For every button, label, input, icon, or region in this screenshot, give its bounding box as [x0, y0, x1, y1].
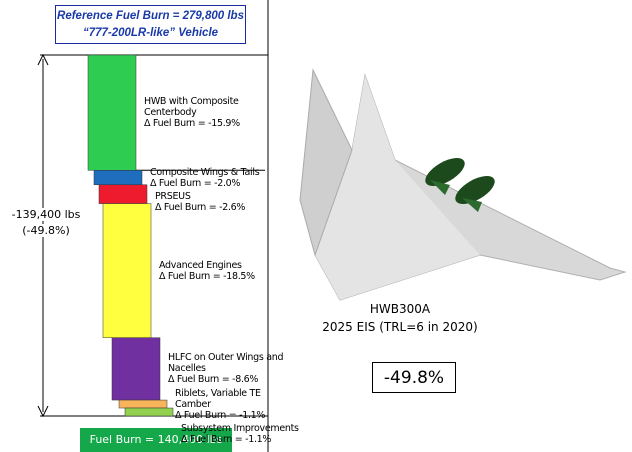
final-label: Fuel Burn = 140,400 lbs	[80, 428, 232, 452]
bar-label: HLFC on Outer Wings and Nacelles Δ Fuel B…	[168, 352, 288, 385]
value-label: Δ Fuel Burn = -15.9%	[144, 118, 240, 130]
category-label: HWB with Composite Centerbody	[144, 96, 239, 119]
category-label: HLFC on Outer Wings and Nacelles	[168, 352, 284, 375]
reference-box: Reference Fuel Burn = 279,800 lbs “777-20…	[55, 5, 246, 44]
value-label: Δ Fuel Burn = -1.1%	[175, 409, 266, 421]
bar-label: PRSEUS Δ Fuel Burn = -2.6%	[155, 191, 275, 213]
bar-label: Riblets, Variable TE Camber Δ Fuel Burn =…	[175, 388, 295, 421]
vehicle-name: HWB300A	[369, 302, 431, 316]
category-label: Advanced Engines	[159, 259, 242, 271]
bar	[87, 54, 137, 171]
value-label: Δ Fuel Burn = -2.0%	[150, 177, 241, 189]
value-label: Δ Fuel Burn = -8.6%	[168, 374, 259, 386]
value-label: Δ Fuel Burn = -1.1%	[181, 433, 272, 445]
reference-title: Reference Fuel Burn = 279,800 lbs	[57, 10, 244, 22]
aircraft-illustration	[299, 68, 627, 301]
bar-label: Subsystem Improvements Δ Fuel Burn = -1.1…	[181, 423, 301, 445]
bar-label: HWB with Composite Centerbody Δ Fuel Burn…	[144, 96, 264, 129]
bar	[124, 407, 174, 417]
value-label: Δ Fuel Burn = -18.5%	[159, 270, 255, 282]
bar-label: Advanced Engines Δ Fuel Burn = -18.5%	[159, 260, 279, 282]
category-label: Composite Wings & Tails	[150, 166, 260, 178]
bar	[111, 337, 161, 401]
total-label: -139,400 lbs	[0, 208, 92, 221]
bar	[93, 170, 143, 186]
bar	[118, 399, 168, 409]
bar-label: Composite Wings & Tails Δ Fuel Burn = -2.…	[150, 167, 270, 189]
bar	[102, 203, 152, 338]
category-label: Riblets, Variable TE Camber	[175, 387, 261, 410]
reference-subtitle: “777-200LR-like” Vehicle	[82, 27, 219, 39]
category-label: Subsystem Improvements	[181, 422, 299, 434]
arrow-head	[37, 53, 49, 418]
vehicle-note: 2025 EIS (TRL=6 in 2020)	[322, 320, 478, 334]
bar	[98, 184, 148, 204]
result-box: -49.8%	[372, 362, 456, 393]
value-label: Δ Fuel Burn = -2.6%	[155, 201, 246, 213]
category-label: PRSEUS	[155, 190, 191, 202]
total-percent-label: (-49.8%)	[0, 224, 92, 237]
